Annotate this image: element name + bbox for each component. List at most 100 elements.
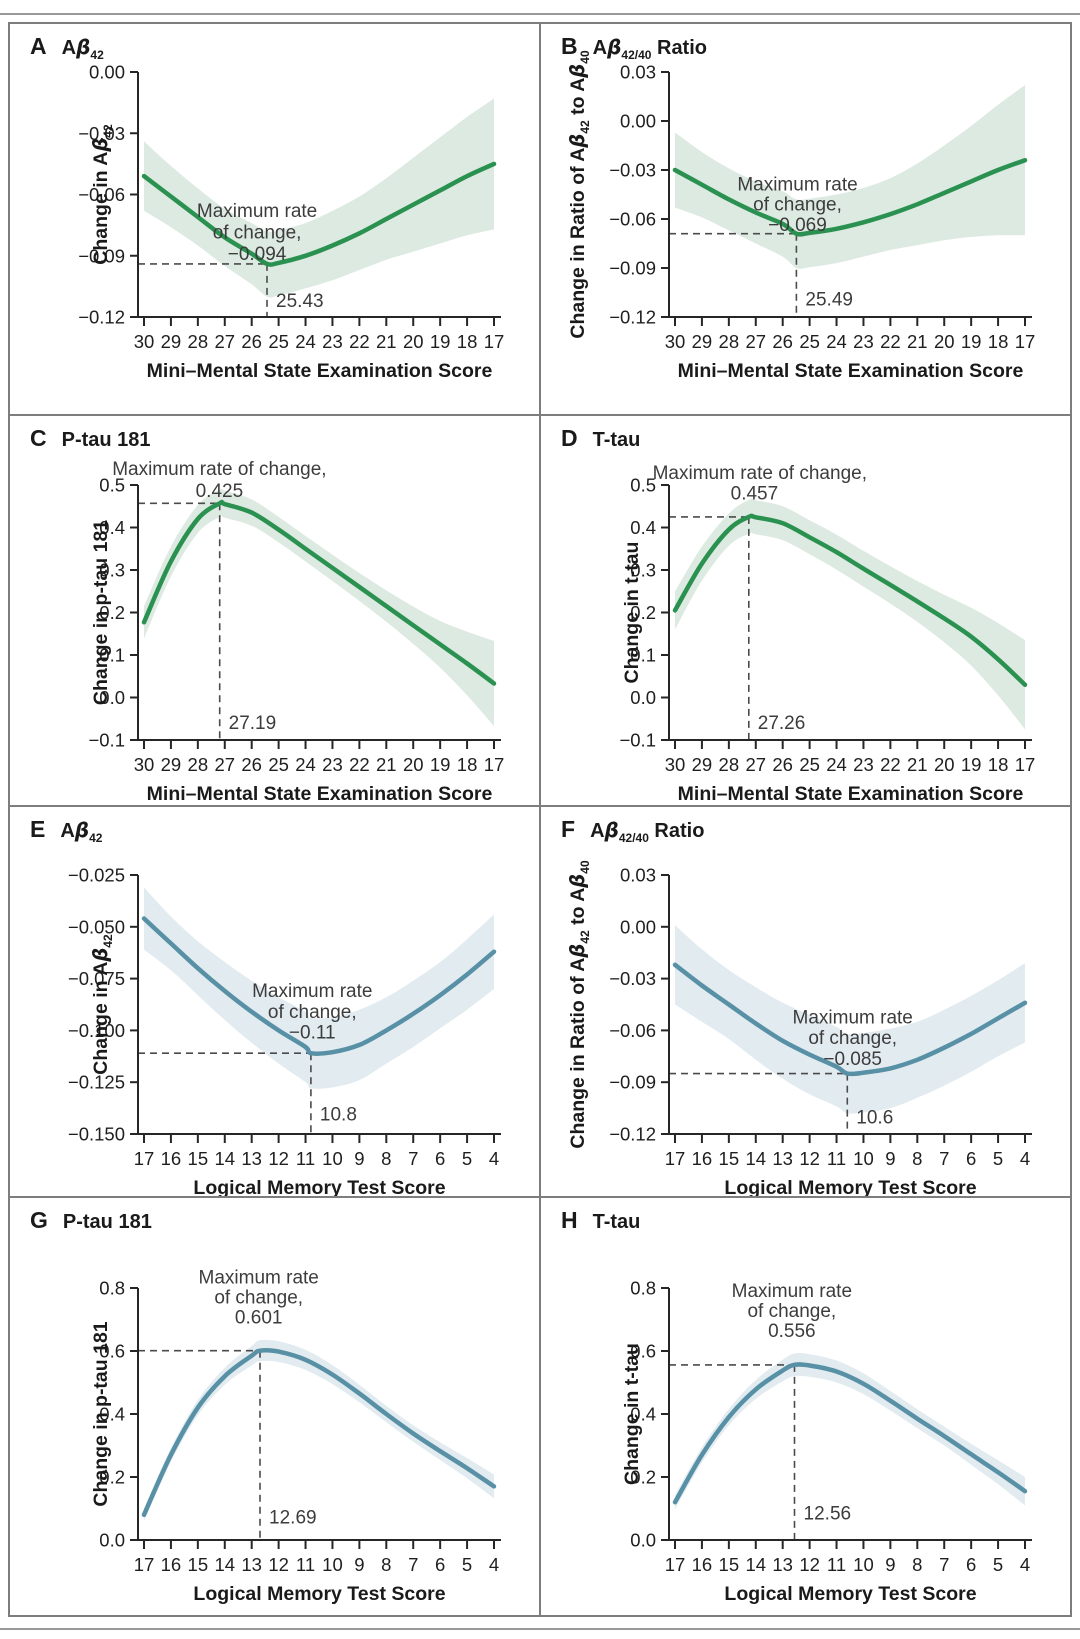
y-tick-label: 0.6 xyxy=(630,1341,656,1362)
y-tick-label: 0.8 xyxy=(99,1278,125,1299)
panel-title-B: B Aβ42/40 Ratio xyxy=(561,33,707,62)
confidence-band xyxy=(675,498,1025,730)
x-tick-label: 30 xyxy=(134,331,155,352)
max-rate-annotation: −0.094 xyxy=(228,244,287,265)
x-tick-label: 11 xyxy=(296,1554,315,1575)
x-tick-label: 25 xyxy=(799,754,820,775)
x-tick-label: 23 xyxy=(322,331,343,352)
fitted-curve xyxy=(672,157,1028,237)
max-rate-annotation: 0.425 xyxy=(196,481,244,502)
panel-name: Aβ42/40 Ratio xyxy=(592,35,707,62)
y-axis-title: Change in Aβ42 xyxy=(89,934,115,1075)
panel-A: A Aβ42 0.00 −0.03 −0.06 −0.09 −0.12 30 29 28 27 26 2… xyxy=(10,24,539,414)
y-tick-label: 0.5 xyxy=(99,475,125,496)
x-tick-label: 17 xyxy=(1015,331,1036,352)
x-tick-label: 29 xyxy=(161,331,182,352)
max-rate-annotation: −0.069 xyxy=(768,215,827,236)
x-tick-label: 16 xyxy=(161,1148,182,1169)
max-rate-annotation: Maximum rate of change, xyxy=(653,463,867,484)
x-tick-label: 17 xyxy=(134,1554,155,1575)
x-tick-label: 25 xyxy=(268,754,289,775)
y-tick-label: 0.00 xyxy=(89,62,125,83)
chart-C: 0.5 0.4 0.3 0.2 0.1 0.0 −0.1 30 29 28 27 26 25 24 23 22… xyxy=(88,459,505,805)
panel-title-D: D T-tau xyxy=(561,425,640,452)
y-axis-title: Change in t-tau xyxy=(621,1343,643,1485)
fitted-curve xyxy=(672,1362,1028,1505)
x-axis-title: Logical Memory Test Score xyxy=(193,1177,445,1196)
fitted-curve xyxy=(141,161,497,267)
x-tick-label: 14 xyxy=(745,1554,766,1575)
y-tick-label: −0.12 xyxy=(78,307,125,328)
x-tick-label: 14 xyxy=(214,1148,235,1169)
y-tick-label: 0.03 xyxy=(620,865,656,886)
x-tick-label: 4 xyxy=(489,1148,499,1169)
x-axis-title: Mini–Mental State Examination Score xyxy=(147,360,493,382)
y-tick-label: 0.4 xyxy=(630,1404,656,1425)
x-tick-label: 22 xyxy=(349,331,370,352)
x-axis-title: Mini–Mental State Examination Score xyxy=(678,783,1024,805)
confidence-band xyxy=(144,1339,494,1522)
x-tick-label: 20 xyxy=(934,331,955,352)
x-tick-label: 27 xyxy=(745,754,766,775)
y-axis-title: Change in p-tau 181 xyxy=(90,1321,112,1506)
score-at-max-label: 27.19 xyxy=(229,713,277,734)
chart-F: 0.03 0.00 −0.03 −0.06 −0.09 −0.12 17 16 15 14 13 12… xyxy=(566,860,1032,1196)
x-tick-label: 24 xyxy=(826,754,847,775)
x-tick-label: 4 xyxy=(1020,1148,1030,1169)
y-tick-label: −0.1 xyxy=(88,730,125,751)
panel-H: H T-tau 0.8 0.6 0.4 0.2 0.0 17 16 15 14 13 12 11 10 9 8 7… xyxy=(541,1198,1070,1615)
y-tick-label: 0.4 xyxy=(99,517,125,538)
x-tick-label: 29 xyxy=(692,754,713,775)
max-rate-annotation: Maximum rate xyxy=(737,174,857,195)
x-tick-label: 8 xyxy=(381,1148,391,1169)
x-tick-label: 17 xyxy=(484,754,505,775)
x-tick-label: 25 xyxy=(799,331,820,352)
x-tick-label: 22 xyxy=(880,331,901,352)
confidence-band xyxy=(675,925,1025,1114)
x-tick-label: 23 xyxy=(322,754,343,775)
panel-letter: B xyxy=(561,33,578,59)
panel-letter: F xyxy=(561,816,576,842)
panel-title-A: A Aβ42 xyxy=(30,33,104,61)
panel-C: C P-tau 181 0.5 0.4 0.3 0.2 0.1 0.0 −0.1 30 29 28 27… xyxy=(10,416,539,805)
x-tick-label: 8 xyxy=(381,1554,391,1575)
confidence-band xyxy=(144,98,494,298)
x-tick-label: 10 xyxy=(322,1554,343,1575)
x-tick-label: 5 xyxy=(462,1148,472,1169)
panel-B: B Aβ42/40 Ratio 0.03 0.00 −0.03 −0.06 −0.09 −0.… xyxy=(541,24,1070,414)
y-tick-label: 0.0 xyxy=(630,687,656,708)
x-tick-label: 18 xyxy=(457,754,478,775)
max-rate-annotation: of change, xyxy=(214,1287,303,1308)
x-tick-label: 15 xyxy=(719,1554,740,1575)
x-tick-label: 10 xyxy=(322,1148,343,1169)
panel-name: P-tau 181 xyxy=(62,1211,152,1233)
column-divider xyxy=(539,24,541,1615)
fitted-curve xyxy=(141,916,497,1056)
max-rate-annotation: Maximum rate xyxy=(199,1267,319,1288)
row-divider xyxy=(10,414,1070,416)
y-tick-label: −0.12 xyxy=(609,1124,656,1145)
x-tick-label: 13 xyxy=(241,1148,262,1169)
y-tick-label: 0.0 xyxy=(630,1530,656,1551)
panel-title-C: C P-tau 181 xyxy=(30,425,151,452)
max-rate-annotation: Maximum rate xyxy=(252,981,372,1002)
max-rate-annotation: −0.085 xyxy=(823,1049,882,1070)
x-tick-label: 28 xyxy=(188,331,209,352)
x-tick-label: 21 xyxy=(907,754,928,775)
x-tick-label: 27 xyxy=(214,754,235,775)
y-tick-label: 0.3 xyxy=(630,560,656,581)
panel-D: D T-tau 0.5 0.4 0.3 0.2 0.1 0.0 −0.1 30 29 28 27 26 25… xyxy=(541,416,1070,805)
x-tick-label: 15 xyxy=(719,1148,740,1169)
y-tick-label: −0.09 xyxy=(78,245,125,266)
y-tick-label: −0.125 xyxy=(68,1072,125,1093)
x-tick-label: 10 xyxy=(853,1148,874,1169)
y-tick-label: −0.03 xyxy=(609,968,656,989)
fitted-curve xyxy=(141,499,497,686)
x-tick-label: 20 xyxy=(403,754,424,775)
x-tick-label: 28 xyxy=(188,754,209,775)
x-tick-label: 4 xyxy=(489,1554,499,1575)
panel-letter: A xyxy=(30,33,47,59)
x-tick-label: 26 xyxy=(241,331,262,352)
x-tick-label: 29 xyxy=(161,754,182,775)
panel-E: E Aβ42 −0.025 −0.050 −0.075 −0.100 −0.125 −0.15… xyxy=(10,807,539,1196)
